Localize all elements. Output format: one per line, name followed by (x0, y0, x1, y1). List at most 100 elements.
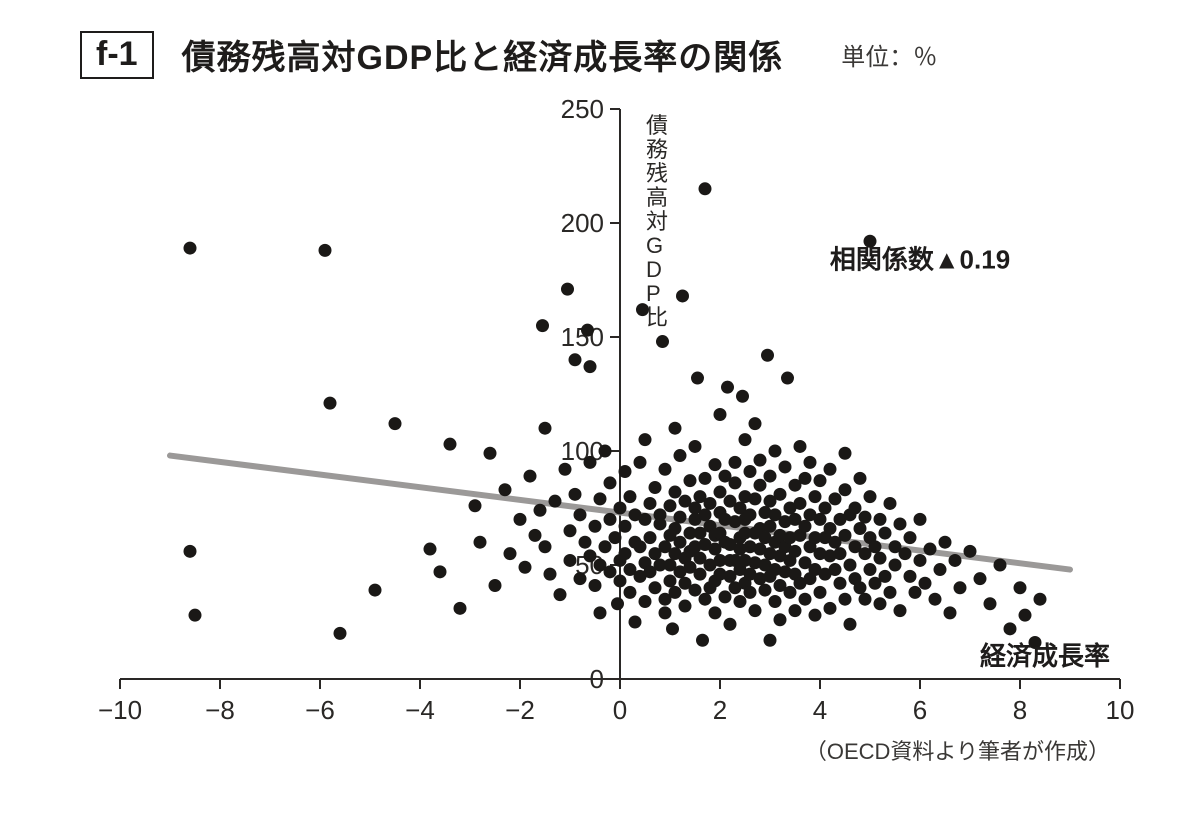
scatter-chart: −10−8−6−4−20246810050100150200250債務残高対GD… (60, 89, 1140, 769)
scatter-point (676, 289, 689, 302)
scatter-point (709, 606, 722, 619)
scatter-point (844, 559, 857, 572)
scatter-point (639, 513, 652, 526)
scatter-point (764, 520, 777, 533)
scatter-point (784, 586, 797, 599)
scatter-point (649, 481, 662, 494)
scatter-point (754, 479, 767, 492)
x-tick-label: −8 (205, 695, 235, 725)
scatter-point (559, 463, 572, 476)
y-axis-title-char: 高 (646, 185, 668, 210)
scatter-point (639, 433, 652, 446)
scatter-point (659, 463, 672, 476)
scatter-point (839, 593, 852, 606)
y-axis-title-char: 対 (646, 209, 668, 234)
y-tick-label: 100 (561, 436, 604, 466)
scatter-point (909, 586, 922, 599)
scatter-point (694, 568, 707, 581)
scatter-point (744, 508, 757, 521)
scatter-point (799, 520, 812, 533)
scatter-point (584, 360, 597, 373)
scatter-point (579, 536, 592, 549)
scatter-point (799, 593, 812, 606)
scatter-point (604, 476, 617, 489)
scatter-point (674, 511, 687, 524)
correlation-annotation: 相関係数▲0.19 (830, 245, 1010, 275)
chart-svg: −10−8−6−4−20246810050100150200250債務残高対GD… (60, 89, 1140, 789)
x-tick-label: −4 (405, 695, 435, 725)
scatter-point (679, 600, 692, 613)
scatter-point (724, 618, 737, 631)
scatter-point (649, 581, 662, 594)
y-axis-title-char: G (646, 233, 663, 258)
unit-label: 単位：％ (841, 37, 937, 72)
scatter-point (809, 609, 822, 622)
scatter-point (539, 422, 552, 435)
scatter-point (714, 408, 727, 421)
figure-tag: f-1 (80, 31, 154, 79)
scatter-point (644, 531, 657, 544)
scatter-point (619, 465, 632, 478)
scatter-point (736, 390, 749, 403)
scatter-point (674, 536, 687, 549)
scatter-point (849, 502, 862, 515)
scatter-point (534, 504, 547, 517)
scatter-point (584, 549, 597, 562)
y-tick-label: 200 (561, 208, 604, 238)
scatter-point (854, 472, 867, 485)
scatter-point (859, 593, 872, 606)
scatter-point (539, 540, 552, 553)
scatter-point (759, 584, 772, 597)
scatter-point (899, 547, 912, 560)
scatter-point (684, 474, 697, 487)
scatter-point (884, 586, 897, 599)
scatter-point (536, 319, 549, 332)
scatter-point (659, 606, 672, 619)
scatter-point (804, 456, 817, 469)
scatter-point (834, 577, 847, 590)
scatter-point (879, 570, 892, 583)
scatter-point (794, 497, 807, 510)
x-tick-label: 2 (713, 695, 727, 725)
scatter-point (624, 490, 637, 503)
scatter-point (729, 456, 742, 469)
scatter-point (761, 349, 774, 362)
scatter-point (474, 536, 487, 549)
scatter-point (669, 422, 682, 435)
scatter-point (656, 335, 669, 348)
scatter-point (949, 554, 962, 567)
scatter-point (869, 540, 882, 553)
scatter-point (389, 417, 402, 430)
page-root: f-1 債務残高対GDP比と経済成長率の関係 単位：％ −10−8−6−4−20… (0, 0, 1200, 820)
scatter-point (611, 597, 624, 610)
scatter-point (569, 488, 582, 501)
scatter-point (774, 613, 787, 626)
scatter-point (814, 586, 827, 599)
scatter-point (484, 447, 497, 460)
scatter-point (189, 609, 202, 622)
scatter-point (689, 584, 702, 597)
scatter-point (691, 372, 704, 385)
x-tick-label: 0 (613, 695, 627, 725)
scatter-point (549, 495, 562, 508)
scatter-point (764, 470, 777, 483)
scatter-point (854, 581, 867, 594)
x-tick-label: 4 (813, 695, 827, 725)
scatter-point (834, 547, 847, 560)
scatter-point (604, 513, 617, 526)
scatter-point (619, 547, 632, 560)
scatter-point (699, 593, 712, 606)
scatter-point (864, 563, 877, 576)
scatter-point (744, 465, 757, 478)
y-axis-title-char: 比 (646, 305, 668, 330)
scatter-point (874, 513, 887, 526)
scatter-point (719, 590, 732, 603)
scatter-point (524, 470, 537, 483)
scatter-point (734, 595, 747, 608)
scatter-point (714, 486, 727, 499)
scatter-point (594, 606, 607, 619)
scatter-point (696, 634, 709, 647)
scatter-point (739, 433, 752, 446)
x-tick-label: 10 (1106, 695, 1135, 725)
chart-title: 債務残高対GDP比と経済成長率の関係 (182, 30, 784, 79)
